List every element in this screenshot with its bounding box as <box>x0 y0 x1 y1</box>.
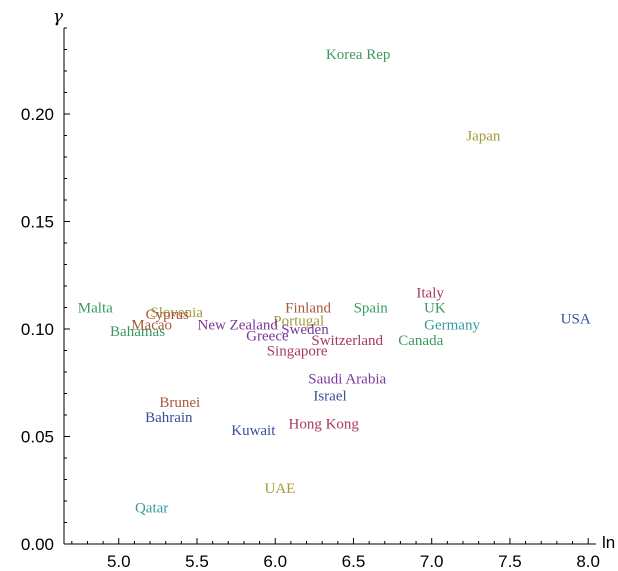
point-label: UAE <box>265 481 296 497</box>
point-label: Saudi Arabia <box>308 371 386 387</box>
ticks: 5.0 5.5 6.0 6.5 7.0 7.5 8.0 0.00 0.05 0.10 0.15 0.2… <box>21 27 600 571</box>
point-label: Qatar <box>135 500 168 516</box>
y-tick-label: 0.15 <box>21 213 54 232</box>
point-label: Singapore <box>267 344 328 360</box>
y-tick-label: 0.05 <box>21 428 54 447</box>
point-label: Switzerland <box>311 333 383 349</box>
point-label: Kuwait <box>231 423 276 439</box>
x-tick-label: 8.0 <box>576 552 600 571</box>
point-label: Canada <box>398 333 443 349</box>
point-label: Italy <box>416 285 444 301</box>
point-label: Macao <box>131 318 172 334</box>
point-label: Hong Kong <box>289 417 360 433</box>
point-label: Bahrain <box>145 410 193 426</box>
point-label: Brunei <box>159 395 200 411</box>
point-label: USA <box>561 311 591 327</box>
point-label: UK <box>424 301 446 317</box>
x-axis-label: ln μ̂ <box>602 533 618 552</box>
point-label: Finland <box>285 301 331 317</box>
x-tick-label: 7.5 <box>498 552 522 571</box>
point-label: Greece <box>246 328 289 344</box>
y-tick-label: 0.20 <box>21 105 54 124</box>
point-label: Germany <box>424 318 480 334</box>
point-label: Malta <box>78 301 113 317</box>
point-label: Spain <box>354 301 389 317</box>
point-label: Slovenia <box>150 305 203 321</box>
x-tick-label: 6.0 <box>263 552 287 571</box>
point-label: Japan <box>466 129 501 145</box>
y-axis-label: γ <box>53 7 64 27</box>
x-tick-label: 5.5 <box>185 552 209 571</box>
y-tick-label: 0.10 <box>21 320 54 339</box>
point-label: Cyprus <box>146 307 190 323</box>
x-tick-label: 5.0 <box>107 552 131 571</box>
point-label: Portugal <box>273 313 324 329</box>
axes <box>63 28 596 545</box>
y-tick-label: 0.00 <box>21 535 54 554</box>
x-tick-label: 7.0 <box>420 552 444 571</box>
point-label: New Zealand <box>197 318 278 334</box>
point-label: Sweden <box>281 322 329 338</box>
point-label: Bahamas <box>110 324 165 340</box>
x-tick-label: 6.5 <box>342 552 366 571</box>
point-label: Israel <box>313 389 346 405</box>
point-label: Korea Rep <box>326 47 391 63</box>
